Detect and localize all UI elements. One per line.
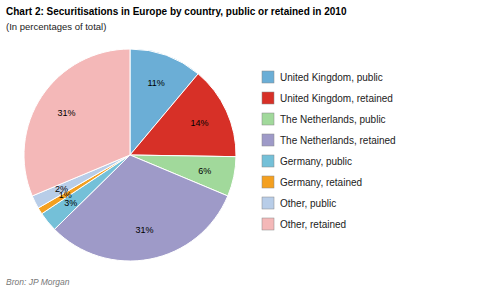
legend-swatch <box>262 218 274 230</box>
legend: United Kingdom, public United Kingdom, re… <box>262 71 396 230</box>
legend-swatch <box>262 134 274 146</box>
source: Bron: JP Morgan <box>6 277 70 287</box>
legend-swatch <box>262 71 274 83</box>
legend-swatch <box>262 176 274 188</box>
legend-label: The Netherlands, retained <box>280 135 396 146</box>
legend-label: Other, public <box>280 198 336 209</box>
legend-swatch <box>262 92 274 104</box>
pie <box>24 49 236 261</box>
data-label: 14% <box>190 118 208 128</box>
data-label: 11% <box>147 78 164 88</box>
legend-swatch <box>262 197 274 209</box>
title: Chart 2: Securitisations in Europe by co… <box>6 6 347 17</box>
data-label: 2% <box>55 184 68 194</box>
legend-label: The Netherlands, public <box>280 114 386 125</box>
background <box>0 0 480 292</box>
subtitle: (In percentages of total) <box>6 21 106 32</box>
data-label: 6% <box>198 166 211 176</box>
slice <box>130 74 236 157</box>
legend-swatch <box>262 113 274 125</box>
data-labels: 11%14%6%31%3%1%2%31% <box>55 78 211 235</box>
data-label: 31% <box>135 225 153 235</box>
chart: Chart 2: Securitisations in Europe by co… <box>0 0 480 292</box>
legend-label: Germany, retained <box>280 177 362 188</box>
data-label: 31% <box>57 108 75 118</box>
slice <box>24 49 130 196</box>
legend-label: United Kingdom, retained <box>280 93 393 104</box>
legend-label: Other, retained <box>280 219 346 230</box>
legend-label: Germany, public <box>280 156 352 167</box>
legend-label: United Kingdom, public <box>280 72 383 83</box>
legend-swatch <box>262 155 274 167</box>
